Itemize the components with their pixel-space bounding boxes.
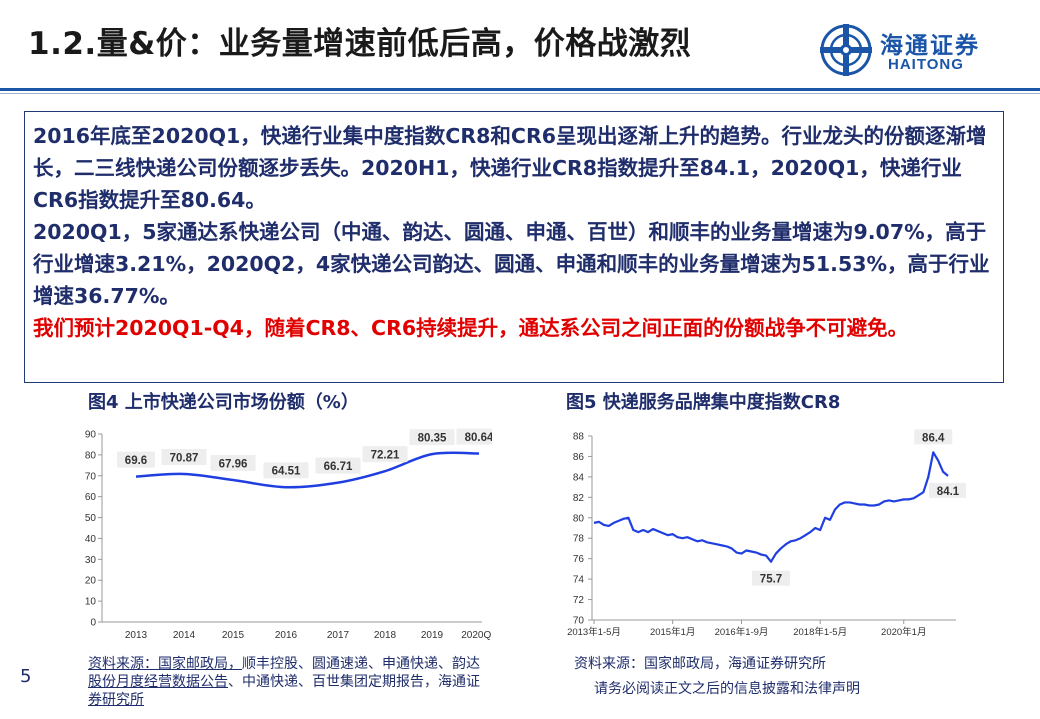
y-tick-label: 40	[85, 534, 97, 545]
annotation-bg	[929, 482, 966, 498]
y-tick-label: 60	[85, 492, 97, 503]
annotation-bg	[914, 429, 953, 445]
source-left-text1: 顺丰控股、圆通速递、申通快递、韵达	[242, 656, 480, 672]
data-label-bg	[161, 448, 207, 465]
x-tick-label: 2015	[222, 630, 245, 641]
data-label: 70.87	[170, 452, 199, 464]
x-tick-label: 2015年1月	[650, 626, 695, 638]
cr8-chart: 70 72 74 76 78 80 82 84 86 88 2013年1-5月 2015年1月 2016…	[567, 429, 966, 638]
y-tick-label: 50	[85, 513, 97, 524]
y-tick-label: 0	[90, 618, 96, 629]
fig5-title: 图5 快递服务品牌集中度指数CR8	[566, 392, 841, 413]
page-number: 5	[20, 666, 32, 687]
y-tick-label: 20	[85, 576, 97, 587]
y-tick-label: 80	[85, 450, 97, 461]
disclaimer-text: 请务必阅读正文之后的信息披露和法律声明	[594, 681, 860, 697]
summary-box: 2016年底至2020Q1，快递行业集中度指数CR8和CR6呈现出逐渐上升的趋势…	[24, 111, 1004, 383]
y-tick-label: 76	[573, 554, 585, 565]
data-label-bg	[315, 457, 361, 474]
y-tick-label: 30	[85, 555, 97, 566]
x-tick-label: 2014	[173, 630, 196, 641]
data-label-bg	[117, 451, 155, 468]
source-link-post-office[interactable]: 国家邮政局，	[158, 656, 242, 672]
x-tick-label: 2013年1-5月	[567, 626, 621, 638]
data-label: 69.6	[125, 455, 147, 467]
source-link-research[interactable]: 券研究所	[88, 692, 144, 708]
x-tick-label: 2020Q1	[461, 630, 492, 641]
header-rule-thin	[0, 93, 1040, 94]
y-tick-label: 10	[85, 597, 97, 608]
source-link-monthly-report[interactable]: 股份月度经营数据公告	[88, 674, 228, 690]
haitong-emblem-icon	[820, 24, 872, 76]
y-tick-label: 80	[573, 513, 585, 524]
data-label-bg	[362, 446, 408, 463]
data-label-bg	[456, 428, 492, 445]
x-tick-label: 2016	[275, 630, 298, 641]
source-right: 资料来源：国家邮政局，海通证券研究所	[574, 656, 826, 672]
annotation-bg	[752, 570, 790, 586]
fig4-title: 图4 上市快递公司市场份额（%）	[88, 392, 359, 413]
data-label-bg	[210, 455, 256, 472]
data-label-bg	[263, 462, 309, 479]
y-tick-label: 78	[573, 534, 585, 545]
x-tick-label: 2016年1-9月	[715, 626, 769, 638]
y-tick-label: 70	[85, 471, 97, 482]
summary-paragraph-3: 我们预计2020Q1-Q4，随着CR8、CR6持续提升，通达系公司之间正面的份额…	[33, 316, 909, 340]
data-label: 67.96	[219, 459, 248, 471]
data-label: 72.21	[371, 450, 400, 462]
source-left-prefix: 资料来源：	[88, 656, 158, 672]
page-title: 1.2.量&价：业务量增速前低后高，价格战激烈	[28, 26, 692, 62]
haitong-logo: 海通证券 HAITONG	[818, 22, 1018, 82]
y-tick-label: 74	[573, 575, 585, 586]
annotation-label: 84.1	[937, 486, 960, 498]
y-tick-label: 72	[573, 595, 585, 606]
cr8-line	[593, 451, 949, 563]
data-label: 80.35	[418, 433, 447, 445]
x-tick-label: 2017	[327, 630, 350, 641]
data-label-bg	[409, 429, 455, 446]
x-tick-label: 2013	[125, 630, 148, 641]
x-tick-label: 2018	[374, 630, 397, 641]
x-tick-label: 2019	[421, 630, 444, 641]
y-tick-label: 90	[85, 430, 97, 441]
y-tick-label: 88	[573, 432, 585, 443]
annotation-label: 86.4	[922, 432, 945, 444]
share-line	[135, 451, 480, 489]
header-rule	[0, 88, 1040, 91]
y-tick-label: 84	[573, 472, 585, 483]
y-tick-label: 70	[573, 616, 585, 627]
x-tick-label: 2020年1月	[881, 626, 926, 638]
annotation-label: 75.7	[760, 574, 782, 586]
market-share-chart: 0 10 20 30 40 50 60 70 80 90 2013 2014 2015 2016 2017 2…	[85, 428, 492, 641]
source-left: 资料来源：国家邮政局，顺丰控股、圆通速递、申通快递、韵达 股份月度经营数据公告、…	[88, 655, 543, 709]
source-left-text2: 、中通快递、百世集团定期报告，海通证	[228, 674, 480, 690]
summary-paragraph-1: 2016年底至2020Q1，快递行业集中度指数CR8和CR6呈现出逐渐上升的趋势…	[33, 124, 987, 212]
data-label: 66.71	[324, 461, 353, 473]
summary-paragraph-2: 2020Q1，5家通达系快递公司（中通、韵达、圆通、申通、百世）和顺丰的业务量增…	[33, 220, 990, 308]
y-tick-label: 82	[573, 493, 585, 504]
x-tick-label: 2018年1-5月	[793, 626, 847, 638]
y-tick-label: 86	[573, 452, 585, 463]
data-label: 64.51	[272, 466, 301, 478]
logo-en-text: HAITONG	[888, 56, 964, 73]
data-label: 80.64	[465, 432, 492, 444]
logo-cn-text: 海通证券	[880, 32, 980, 59]
